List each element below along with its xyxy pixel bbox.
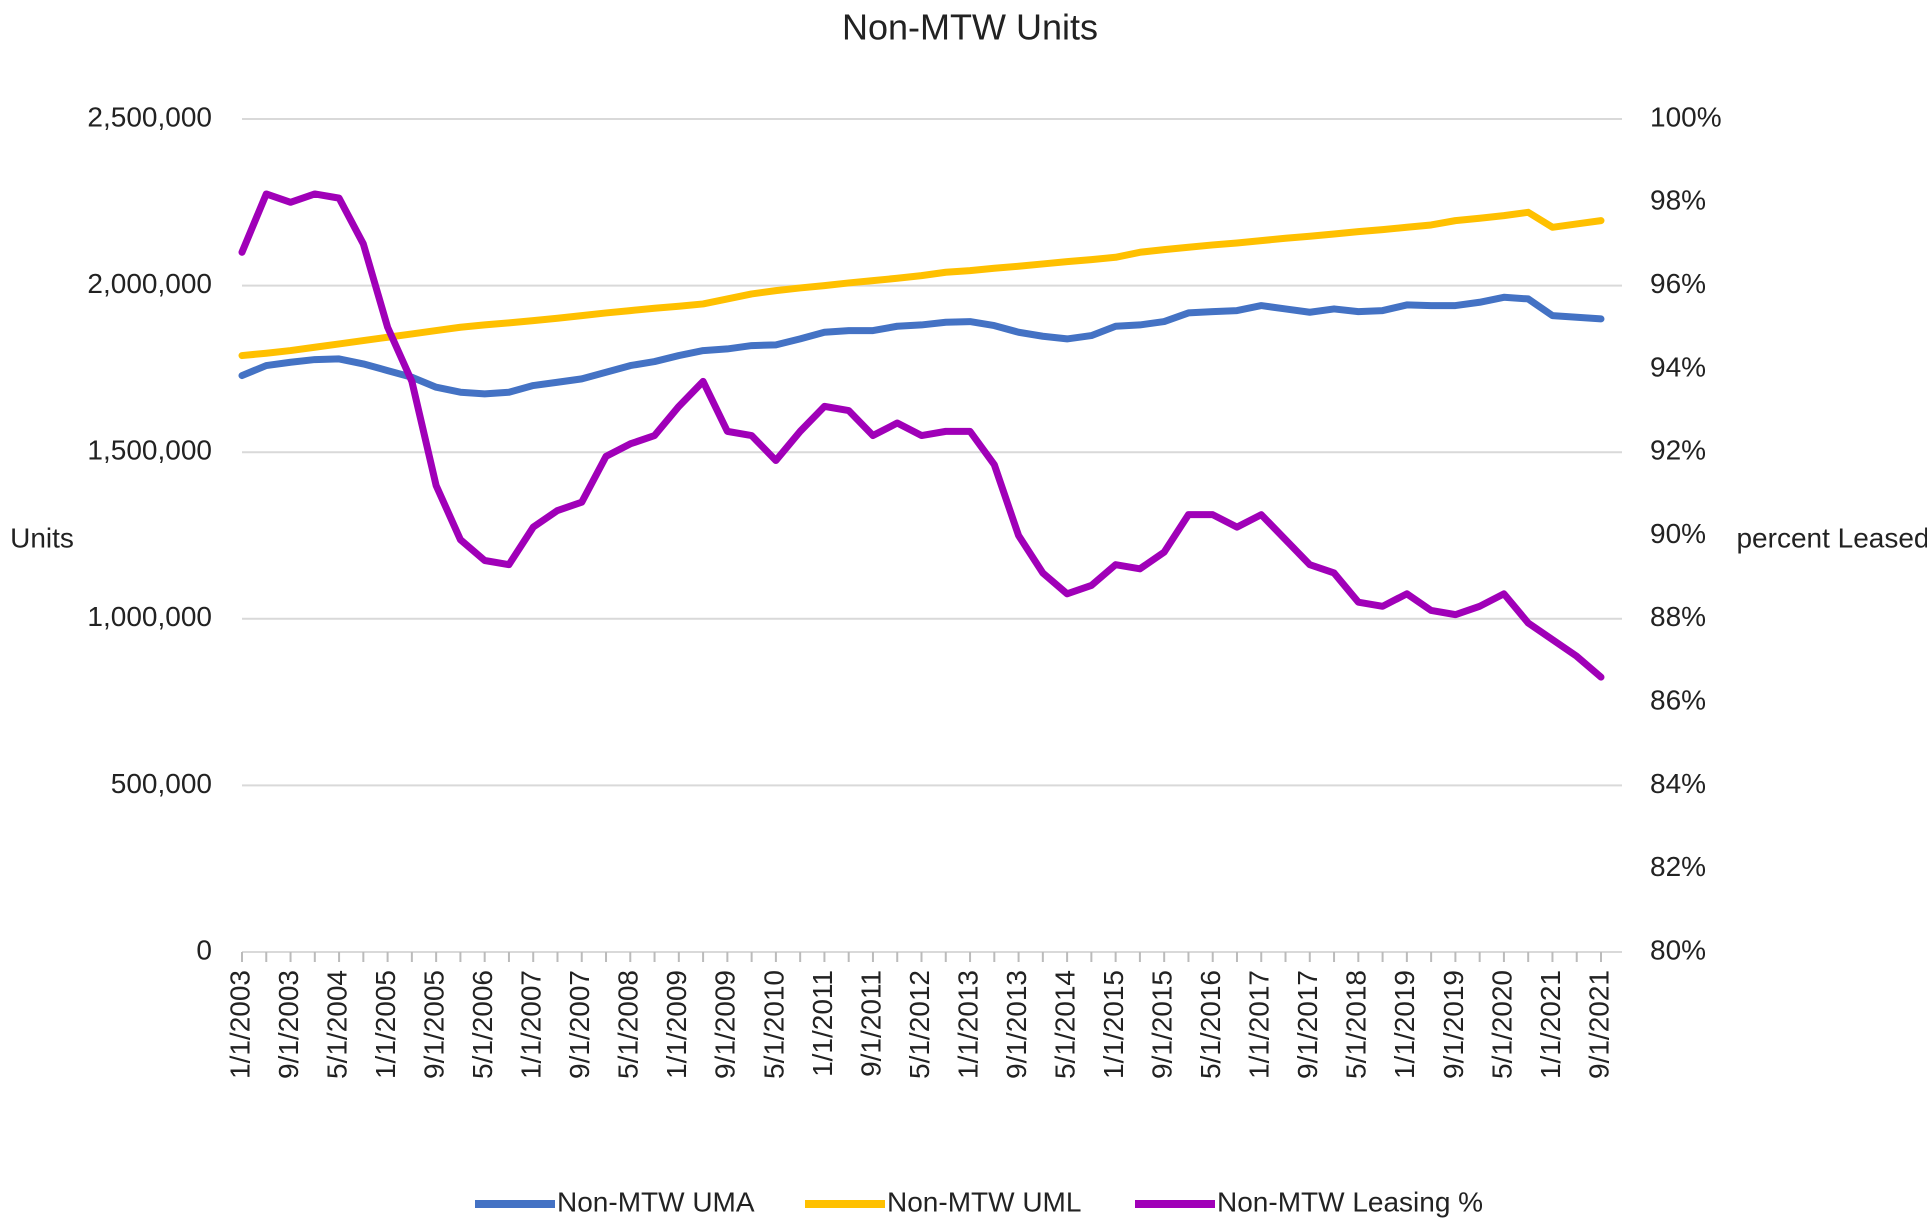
y2-tick-label: 94% xyxy=(1650,351,1706,382)
x-tick-label: 9/1/2017 xyxy=(1292,970,1323,1079)
x-tick-label: 5/1/2014 xyxy=(1049,970,1080,1079)
y2-tick-label: 90% xyxy=(1650,518,1706,549)
y-tick-label: 2,000,000 xyxy=(87,268,212,299)
x-tick-label: 1/1/2013 xyxy=(952,970,983,1079)
y-tick-label: 1,000,000 xyxy=(87,601,212,632)
y2-tick-label: 84% xyxy=(1650,768,1706,799)
x-tick-label: 1/1/2009 xyxy=(661,970,692,1079)
y-tick-label: 500,000 xyxy=(111,768,212,799)
y2-tick-label: 88% xyxy=(1650,601,1706,632)
x-tick-label: 1/1/2005 xyxy=(370,970,401,1079)
legend-label: Non-MTW UML xyxy=(887,1186,1081,1217)
x-tick-label: 9/1/2003 xyxy=(273,970,304,1079)
x-tick-label: 1/1/2019 xyxy=(1389,970,1420,1079)
x-tick-label: 1/1/2011 xyxy=(807,970,838,1077)
x-tick-label: 9/1/2019 xyxy=(1438,970,1469,1079)
y2-tick-label: 96% xyxy=(1650,268,1706,299)
legend-label: Non-MTW Leasing % xyxy=(1217,1186,1483,1217)
y2-axis-label: percent Leased xyxy=(1736,522,1927,553)
x-tick-label: 9/1/2013 xyxy=(1001,970,1032,1079)
x-tick-label: 1/1/2017 xyxy=(1244,970,1275,1079)
y2-tick-label: 86% xyxy=(1650,684,1706,715)
x-tick-label: 1/1/2015 xyxy=(1098,970,1129,1079)
x-tick-label: 9/1/2005 xyxy=(419,970,450,1079)
x-tick-label: 1/1/2021 xyxy=(1535,970,1566,1079)
x-tick-label: 5/1/2004 xyxy=(321,970,352,1079)
x-tick-label: 5/1/2018 xyxy=(1341,970,1372,1079)
x-tick-label: 5/1/2020 xyxy=(1486,970,1517,1079)
series-line xyxy=(238,190,1605,681)
legend: Non-MTW UMA Non-MTW UML Non-MTW Leasing % xyxy=(475,1186,1483,1217)
y-tick-label: 0 xyxy=(196,934,212,965)
x-tick-label: 1/1/2007 xyxy=(516,970,547,1079)
series-line xyxy=(238,208,1605,360)
x-tick-label: 9/1/2021 xyxy=(1583,970,1614,1079)
legend-label: Non-MTW UMA xyxy=(557,1186,755,1217)
y2-tick-label: 80% xyxy=(1650,934,1706,965)
x-tick-label: 5/1/2006 xyxy=(467,970,498,1079)
x-tick-label: 9/1/2009 xyxy=(710,970,741,1079)
chart-title: Non-MTW Units xyxy=(842,7,1098,48)
y2-tick-label: 82% xyxy=(1650,851,1706,882)
x-tick-label: 1/1/2003 xyxy=(224,970,255,1079)
x-tick-label: 5/1/2008 xyxy=(613,970,644,1079)
y-tick-label: 1,500,000 xyxy=(87,435,212,466)
y-tick-label: 2,500,000 xyxy=(87,101,212,132)
y-axis-label: Units xyxy=(10,522,74,553)
y2-tick-label: 92% xyxy=(1650,435,1706,466)
x-tick-label: 9/1/2011 xyxy=(855,970,886,1077)
series-line xyxy=(238,293,1605,398)
x-tick-label: 5/1/2012 xyxy=(904,970,935,1079)
y2-tick-label: 98% xyxy=(1650,185,1706,216)
x-tick-label: 5/1/2010 xyxy=(758,970,789,1079)
x-tick-label: 9/1/2015 xyxy=(1147,970,1178,1079)
x-tick-label: 9/1/2007 xyxy=(564,970,595,1079)
x-tick-label: 5/1/2016 xyxy=(1195,970,1226,1079)
y2-tick-label: 100% xyxy=(1650,101,1722,132)
